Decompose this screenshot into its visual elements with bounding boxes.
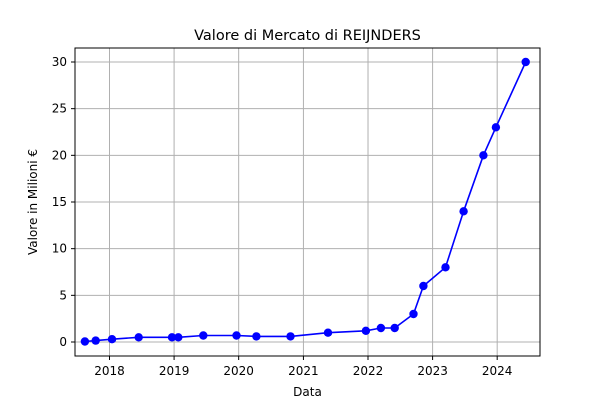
data-point: [390, 323, 399, 333]
data-point: [134, 333, 143, 342]
chart-title: Valore di Mercato di REIJNDERS: [194, 28, 421, 44]
data-point: [80, 337, 90, 346]
data-point: [409, 309, 418, 319]
data-point: [252, 332, 261, 341]
data-point: [286, 332, 295, 341]
data-point: [441, 263, 450, 272]
data-point: [459, 207, 468, 216]
x-tick-label: 2018: [94, 364, 125, 378]
data-point: [419, 281, 428, 291]
y-tick-label: 15: [52, 195, 67, 209]
grid: [75, 48, 540, 356]
x-tick-label: 2020: [223, 364, 254, 378]
data-point: [199, 331, 208, 340]
y-tick-label: 10: [52, 242, 67, 256]
x-tick-label: 2021: [288, 364, 319, 378]
y-tick-label: 0: [59, 335, 67, 349]
x-tick-label: 2024: [482, 364, 513, 378]
data-point: [174, 333, 183, 342]
y-tick-label: 30: [52, 55, 67, 69]
y-tick-label: 20: [52, 148, 67, 162]
data-point: [107, 335, 117, 344]
data-point: [361, 326, 371, 335]
x-tick-label: 2022: [353, 364, 384, 378]
data-point: [491, 123, 501, 132]
data-layer: [80, 57, 530, 346]
data-point: [323, 328, 333, 337]
data-point: [91, 336, 100, 345]
ticks: 2018 2019 2020 2021 2022 2023 2024 0 5 10 15 20 25 30: [52, 55, 513, 378]
x-axis-label: Data: [293, 385, 322, 399]
data-point: [521, 57, 530, 67]
y-tick-label: 5: [59, 288, 67, 302]
data-point: [167, 333, 177, 342]
data-point: [376, 323, 386, 333]
x-tick-label: 2019: [159, 364, 190, 378]
y-tick-label: 25: [52, 102, 67, 116]
y-axis-label: Valore in Milioni €: [26, 149, 40, 255]
x-tick-label: 2023: [417, 364, 448, 378]
data-point: [479, 151, 488, 160]
data-point: [232, 331, 241, 340]
